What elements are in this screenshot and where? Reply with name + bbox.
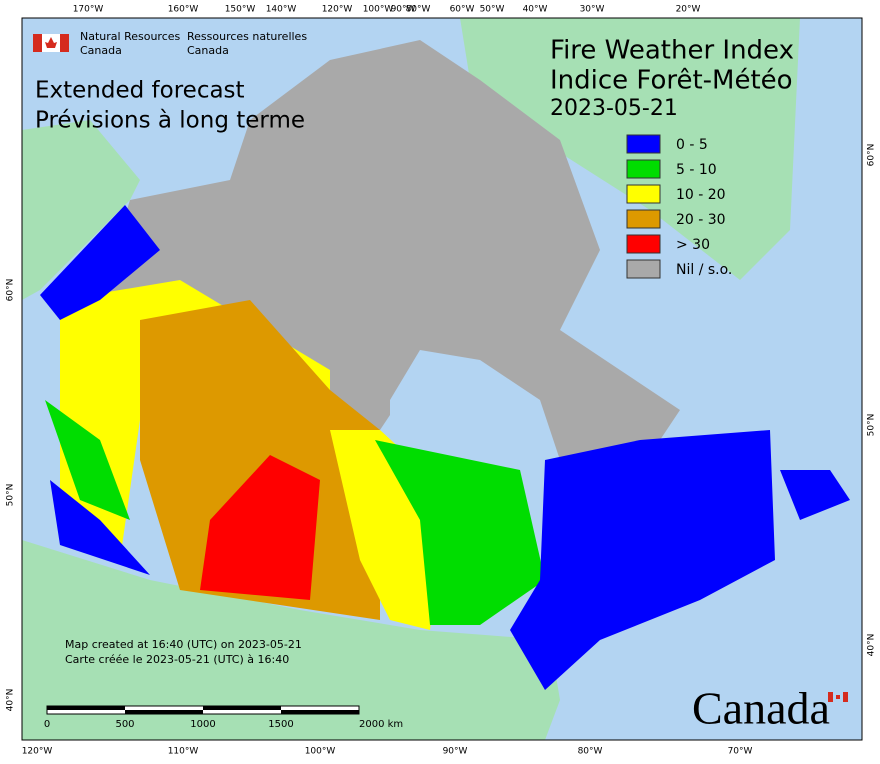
latitude-label: 60°N <box>6 279 16 302</box>
usa <box>22 540 560 740</box>
scale-label: 0 <box>44 719 50 730</box>
zone-above-30 <box>200 455 320 600</box>
zone-0-5 <box>780 470 850 520</box>
credit: Carte créée le 2023-05-21 (UTC) à 16:40 <box>65 653 289 666</box>
scale-bar-segment <box>203 706 281 710</box>
longitude-label: 160°W <box>168 5 199 15</box>
longitude-label: 20°W <box>676 5 701 15</box>
legend-label: 0 - 5 <box>676 137 708 153</box>
legend-label: Nil / s.o. <box>676 262 732 278</box>
scale-bar <box>46 705 360 715</box>
org-name: Canada <box>187 44 229 57</box>
legend-swatch <box>626 184 661 204</box>
scale-label: 1500 <box>268 719 293 730</box>
zone-20-30 <box>140 300 380 620</box>
zone-0-5 <box>510 430 775 690</box>
longitude-label: 50°W <box>480 5 505 15</box>
zone-5-10 <box>45 400 130 520</box>
scale-bar-segment <box>281 710 359 714</box>
scale-bar-segment <box>47 706 125 710</box>
latitude-label: 60°N <box>867 144 877 167</box>
wordmark-flag <box>828 692 848 702</box>
org-name: Natural Resources <box>80 30 181 43</box>
zone-0-5 <box>40 205 160 320</box>
zone-5-10 <box>375 440 545 625</box>
legend-label: 20 - 30 <box>676 212 726 228</box>
legend-label: 5 - 10 <box>676 162 717 178</box>
longitude-label: 30°W <box>580 5 605 15</box>
map-frame <box>21 17 863 741</box>
longitude-label: 120°W <box>322 5 353 15</box>
longitude-label: 150°W <box>225 5 256 15</box>
scale-label: 2000 km <box>359 719 403 730</box>
legend-swatch <box>626 159 661 179</box>
legend-swatch <box>626 134 661 154</box>
longitude-label: 80°W <box>578 747 603 757</box>
land <box>22 18 850 740</box>
longitude-label: 70°W <box>728 747 753 757</box>
scale-label: 1000 <box>190 719 215 730</box>
flag-bar <box>828 692 833 702</box>
legend-swatch <box>626 259 661 279</box>
legend-label: 10 - 20 <box>676 187 726 203</box>
flag-bar <box>33 34 42 52</box>
flag-bar <box>60 34 69 52</box>
longitude-label: 90°W <box>391 5 416 15</box>
maple-leaf <box>836 695 840 699</box>
longitude-label: 40°W <box>523 5 548 15</box>
subtitle: Prévisions à long terme <box>35 108 305 134</box>
title: Indice Forêt-Météo <box>550 66 793 96</box>
credit: Map created at 16:40 (UTC) on 2023-05-21 <box>65 638 302 651</box>
zone-0-5 <box>50 480 150 575</box>
hudson-bay <box>390 350 560 480</box>
longitude-label: 110°W <box>168 747 199 757</box>
longitude-label: 120°W <box>22 747 53 757</box>
flag-bar <box>843 692 848 702</box>
legend-swatch <box>626 209 661 229</box>
latitude-label: 50°N <box>867 414 877 437</box>
wordmark: Canada <box>692 683 830 734</box>
latitude-label: 40°N <box>6 689 16 712</box>
nrcan-flag <box>33 34 69 52</box>
legend-swatch <box>626 234 661 254</box>
alaska <box>22 120 140 300</box>
scale-label: 500 <box>115 719 134 730</box>
longitude-label: 170°W <box>73 5 104 15</box>
org-name: Ressources naturelles <box>187 30 307 43</box>
legend-label: > 30 <box>676 237 710 253</box>
longitude-label: 60°W <box>450 5 475 15</box>
longitude-label: 100°W <box>363 5 394 15</box>
latitude-label: 50°N <box>6 484 16 507</box>
org-name: Canada <box>80 44 122 57</box>
maple-leaf <box>45 37 57 48</box>
longitude-label: 140°W <box>266 5 297 15</box>
longitude-label: 90°W <box>443 747 468 757</box>
subtitle: Extended forecast <box>35 78 245 104</box>
date: 2023-05-21 <box>550 96 678 121</box>
longitude-label: 80°W <box>406 5 431 15</box>
scale-bar-segment <box>125 710 203 714</box>
title: Fire Weather Index <box>550 36 794 66</box>
latitude-label: 40°N <box>867 634 877 657</box>
longitude-label: 100°W <box>305 747 336 757</box>
